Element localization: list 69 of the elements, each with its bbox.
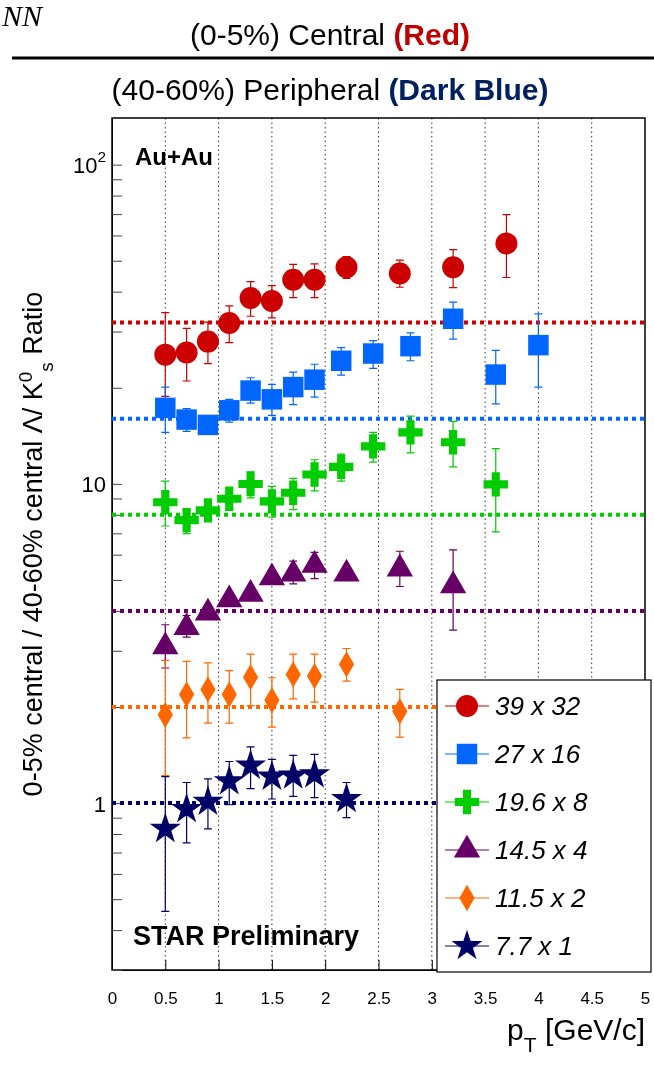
point (154, 343, 177, 366)
point (197, 414, 219, 436)
point (281, 480, 306, 505)
annotation: STAR Preliminary (133, 921, 360, 951)
point (298, 758, 331, 788)
point (260, 290, 283, 312)
point (303, 268, 326, 291)
x-tick-label: 0 (107, 989, 118, 1009)
point (261, 389, 283, 410)
point (495, 232, 518, 255)
x-tick-label: 2.5 (367, 989, 391, 1009)
x-tick-label: 3.5 (473, 989, 498, 1009)
x-tick-label: 2 (320, 989, 331, 1009)
point (219, 400, 240, 421)
point (259, 489, 285, 514)
point (240, 380, 261, 401)
annotation: Au+Au (135, 143, 213, 170)
legend-label: 11.5 x 2 (495, 883, 587, 913)
legend-label: 19.6 x 8 (495, 787, 589, 817)
point (400, 335, 421, 357)
chart-title: (0-5%) Central (Red) (189, 18, 471, 51)
point (176, 409, 197, 430)
point (485, 364, 507, 385)
legend-label: 7.7 x 1 (495, 931, 574, 961)
point (282, 268, 305, 291)
point (330, 350, 352, 372)
legend-label: 39 x 32 (495, 691, 581, 721)
point (153, 490, 178, 515)
point (213, 764, 245, 795)
point (304, 369, 325, 390)
point (175, 341, 198, 364)
point (440, 430, 466, 455)
x-tick-label: 0.5 (153, 989, 178, 1009)
point (239, 287, 262, 310)
x-tick-label: 3 (427, 989, 438, 1009)
point (302, 462, 327, 487)
x-tick-label: 1.5 (260, 989, 285, 1009)
x-axis-title: p$_{T}$ [GeV/c] (507, 1013, 645, 1056)
x-tick-label: 5 (640, 989, 651, 1009)
x-tick-label: 4 (534, 989, 544, 1009)
point (442, 256, 465, 279)
x-tick-label: 4.5 (580, 989, 605, 1009)
point (171, 792, 203, 823)
point (362, 343, 384, 364)
chart-subtitle: (40-60%) Peripheral (Dark Blue) (111, 73, 549, 106)
point (196, 330, 219, 353)
y-tick-label: 10$^{2}$ (72, 148, 106, 178)
legend-label: 14.5 x 4 (495, 835, 588, 865)
point (442, 308, 464, 330)
y-tick-label: 1 (93, 791, 106, 817)
point (330, 782, 363, 813)
point (528, 334, 549, 356)
text: NN (1, 0, 45, 32)
point (218, 312, 241, 335)
point (335, 256, 358, 279)
point (360, 434, 386, 459)
point (329, 454, 354, 480)
point (238, 471, 263, 497)
x-tick-label: 1 (214, 989, 224, 1009)
point (388, 262, 411, 285)
point (398, 420, 423, 445)
y-tick-label: 10 (81, 471, 106, 497)
point (282, 376, 304, 398)
legend-label: 27 x 16 (494, 739, 581, 769)
point (483, 472, 508, 497)
point (192, 785, 224, 815)
point (149, 812, 181, 843)
point (235, 749, 267, 779)
point (155, 397, 176, 419)
